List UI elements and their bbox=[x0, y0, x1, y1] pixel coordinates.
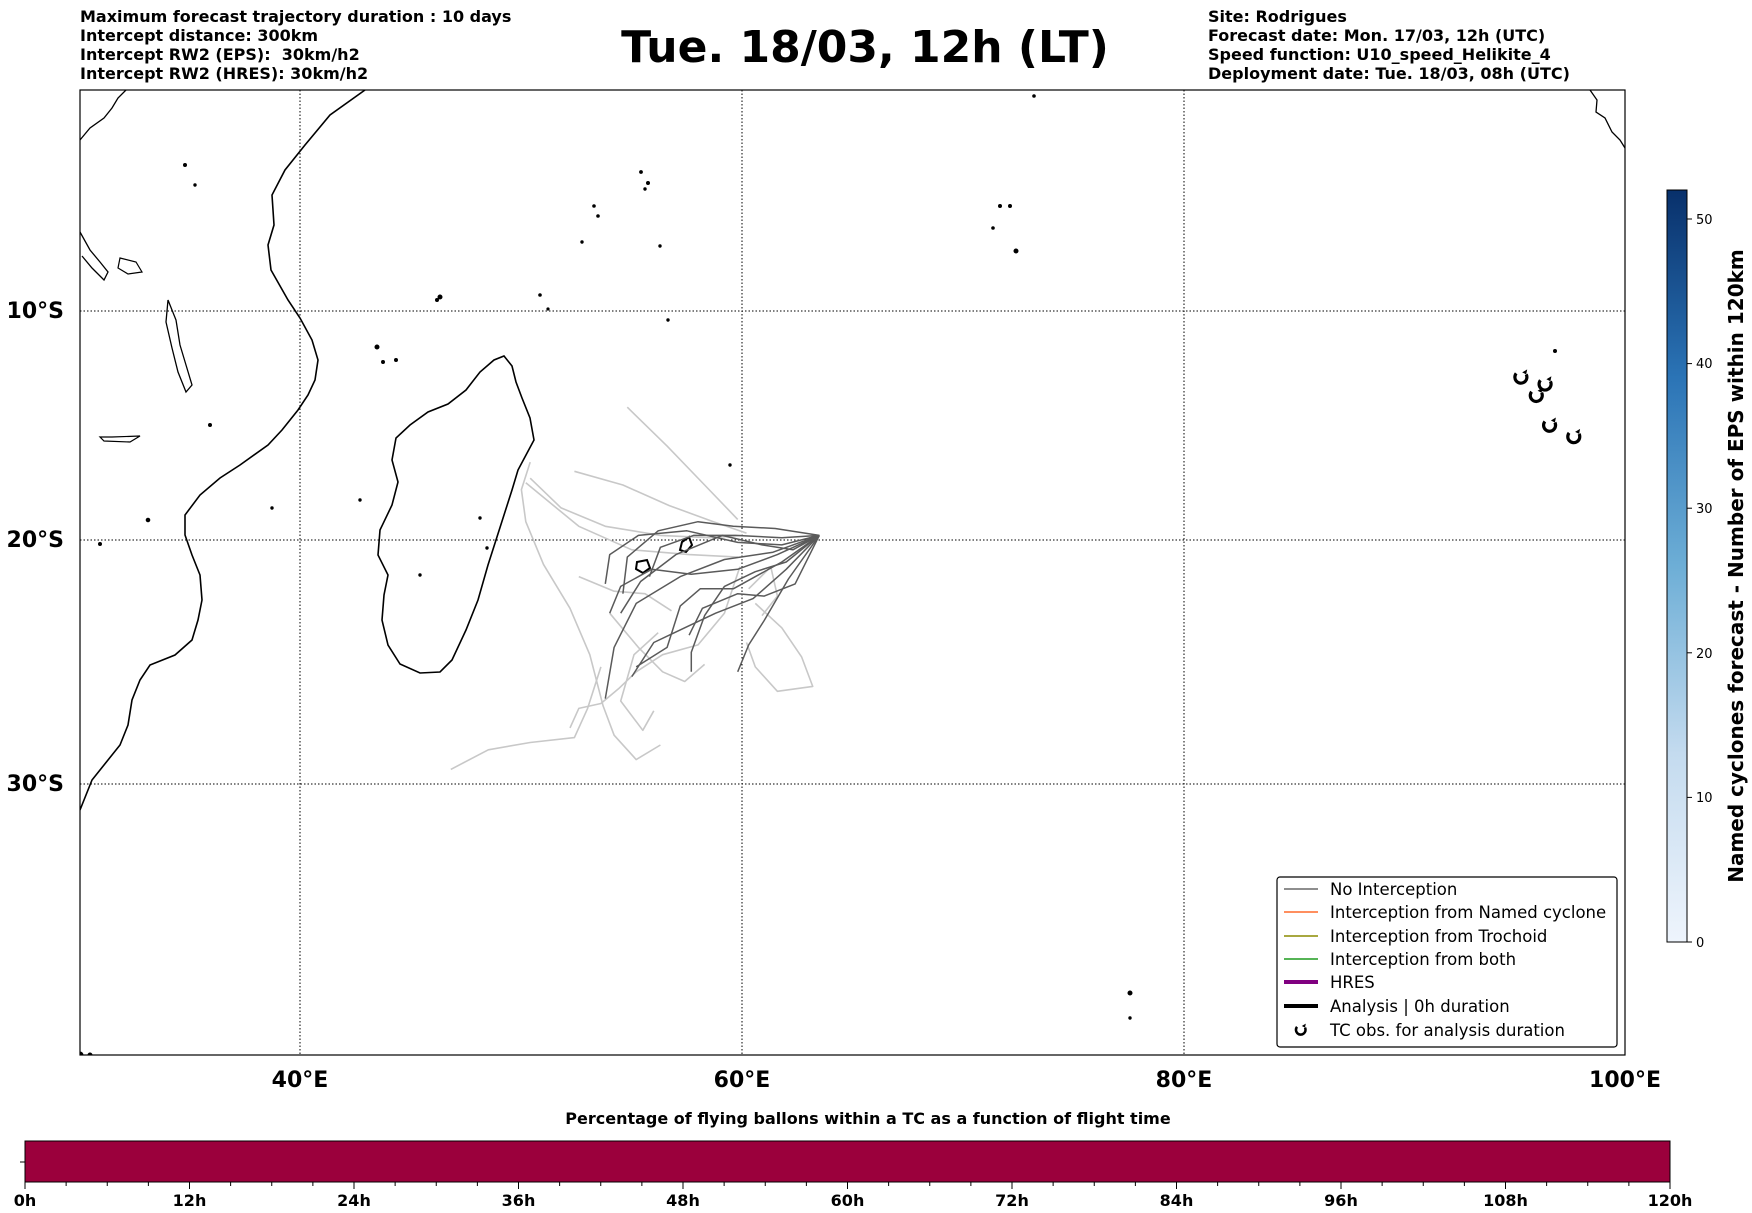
legend-label-no-interception: No Interception bbox=[1330, 880, 1457, 899]
site-text: Site: Rodrigues bbox=[1208, 7, 1347, 26]
legend-label-analysis: Analysis | 0h duration bbox=[1330, 997, 1510, 1016]
trajectory-light-10 bbox=[619, 632, 659, 732]
map-frame bbox=[79, 89, 1626, 1056]
legend-label-named-cyclone: Interception from Named cyclone bbox=[1330, 903, 1606, 922]
right-cb-tick-0: 0 bbox=[1696, 936, 1704, 951]
max-duration-text: Maximum forecast trajectory duration : 1… bbox=[80, 7, 512, 26]
trajectory-light-11 bbox=[578, 575, 672, 612]
legend-box bbox=[1276, 876, 1618, 1048]
trajectory-dark-7 bbox=[688, 535, 820, 636]
intercept-eps-text: Intercept RW2 (EPS): 30km/h2 bbox=[80, 45, 360, 64]
lon-label-60e: 60°E bbox=[714, 1068, 771, 1093]
map-content bbox=[80, 90, 1625, 1055]
trajectory-light-8 bbox=[748, 565, 779, 617]
trajectory-light-5 bbox=[569, 566, 741, 729]
trajectory-dark-2 bbox=[609, 534, 820, 614]
trajectory-light-6 bbox=[450, 666, 602, 771]
trajectory-light-3 bbox=[626, 406, 739, 520]
legend-label-hres: HRES bbox=[1330, 973, 1375, 992]
bottom-tick-0h: 0h bbox=[14, 1191, 37, 1210]
trajectory-light-7 bbox=[745, 602, 814, 693]
right-cb-tick-20: 20 bbox=[1696, 647, 1713, 662]
trajectory-light-0 bbox=[520, 461, 661, 761]
trajectory-dark-3 bbox=[631, 534, 820, 678]
map-legend: No Interception Interception from Named … bbox=[1276, 876, 1618, 1048]
arabia-coast bbox=[80, 231, 109, 282]
map-title: Tue. 18/03, 12h (LT) bbox=[621, 22, 1109, 73]
right-cb-tick-10: 10 bbox=[1696, 791, 1713, 806]
right-colorbar-bar bbox=[1666, 189, 1688, 943]
right-cb-tick-40: 40 bbox=[1696, 357, 1713, 372]
trajectory-dark-8 bbox=[648, 534, 820, 577]
deployment-date-text: Deployment date: Tue. 18/03, 08h (UTC) bbox=[1208, 64, 1570, 83]
bottom-tick-96h: 96h bbox=[1324, 1191, 1358, 1210]
right-colorbar-label: Named cyclones forecast - Number of EPS … bbox=[1724, 249, 1748, 883]
india-coast bbox=[1589, 90, 1625, 149]
bottom-tick-60h: 60h bbox=[831, 1191, 865, 1210]
bottom-tick-24h: 24h bbox=[337, 1191, 371, 1210]
lake-malawi bbox=[165, 299, 193, 394]
bottom-colorbar-ticks bbox=[24, 1182, 1671, 1189]
lat-label-10s: 10°S bbox=[7, 299, 64, 324]
bottom-tick-72h: 72h bbox=[995, 1191, 1029, 1210]
small-islands bbox=[80, 94, 1557, 1055]
bottom-colorbar: Percentage of flying ballons within a TC… bbox=[14, 1109, 1693, 1210]
africa-coastline bbox=[80, 90, 366, 811]
right-cb-tick-50: 50 bbox=[1696, 213, 1713, 228]
header-right: Site: Rodrigues Forecast date: Mon. 17/0… bbox=[1208, 7, 1570, 83]
right-cb-tick-30: 30 bbox=[1696, 502, 1713, 517]
forecast-date-text: Forecast date: Mon. 17/03, 12h (UTC) bbox=[1208, 26, 1546, 45]
lat-label-20s: 20°S bbox=[7, 528, 64, 553]
trajectory-dark-4 bbox=[737, 534, 820, 673]
intercept-hres-text: Intercept RW2 (HRES): 30km/h2 bbox=[80, 64, 369, 83]
lat-label-30s: 30°S bbox=[7, 772, 64, 797]
bottom-tick-48h: 48h bbox=[666, 1191, 700, 1210]
bottom-colorbar-bar bbox=[24, 1140, 1671, 1183]
trajectory-dark-0 bbox=[604, 530, 820, 585]
africa-horn-coast bbox=[80, 90, 127, 141]
intercept-distance-text: Intercept distance: 300km bbox=[80, 26, 319, 45]
speed-function-text: Speed function: U10_speed_Helikite_4 bbox=[1208, 45, 1551, 64]
bottom-tick-84h: 84h bbox=[1160, 1191, 1194, 1210]
legend-label-both: Interception from both bbox=[1330, 950, 1516, 969]
lake-tanganyika bbox=[98, 435, 141, 443]
trajectories-dark bbox=[604, 520, 820, 699]
legend-label-tc-obs: TC obs. for analysis duration bbox=[1329, 1021, 1565, 1040]
right-colorbar: 0 10 20 30 40 50 Named cyclones forecast… bbox=[1666, 189, 1748, 951]
trajectory-light-4 bbox=[525, 482, 738, 558]
right-colorbar-ticks bbox=[1687, 218, 1692, 943]
trajectory-dark-1 bbox=[622, 520, 820, 594]
bottom-colorbar-title: Percentage of flying ballons within a TC… bbox=[565, 1109, 1171, 1128]
header-left: Maximum forecast trajectory duration : 1… bbox=[80, 7, 511, 83]
trajectory-light-9 bbox=[609, 612, 706, 683]
trajectory-dark-6 bbox=[635, 534, 820, 668]
bottom-tick-12h: 12h bbox=[173, 1191, 207, 1210]
trajectory-dark-5 bbox=[604, 534, 820, 699]
lon-label-40e: 40°E bbox=[272, 1068, 329, 1093]
legend-label-trochoid: Interception from Trochoid bbox=[1330, 927, 1547, 946]
lon-label-100e: 100°E bbox=[1589, 1068, 1661, 1093]
bottom-tick-108h: 108h bbox=[1483, 1191, 1528, 1210]
bottom-tick-36h: 36h bbox=[502, 1191, 536, 1210]
lon-label-80e: 80°E bbox=[1156, 1068, 1213, 1093]
madagascar bbox=[377, 355, 535, 674]
lake-victoria bbox=[117, 257, 143, 275]
reunion-island bbox=[634, 558, 652, 575]
bottom-tick-120h: 120h bbox=[1648, 1191, 1693, 1210]
trajectory-dark-9 bbox=[690, 534, 820, 672]
trajectory-dark-10 bbox=[620, 534, 820, 614]
